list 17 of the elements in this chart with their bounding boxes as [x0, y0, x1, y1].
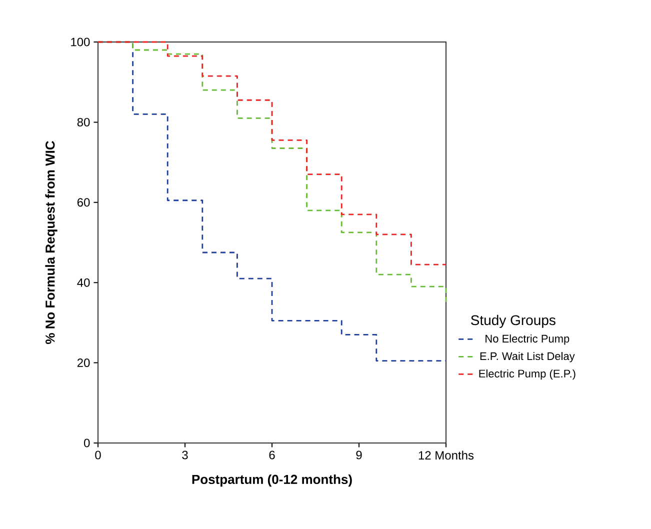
x-tick-label: 9	[356, 450, 362, 460]
x-axis-title: Postpartum (0-12 months)	[192, 474, 352, 487]
x-tick-label: 12 Months	[418, 450, 474, 460]
y-axis-title: % No Formula Request from WIC	[45, 141, 58, 344]
y-tick-label: 60	[77, 198, 90, 207]
x-tick-label: 3	[182, 450, 188, 460]
y-tick-label: 80	[77, 118, 90, 126]
y-tick-label: 0	[84, 438, 90, 448]
legend-label: E.P. Wait List Delay	[480, 352, 575, 362]
legend-title: Study Groups	[471, 314, 556, 328]
x-tick-label: 6	[269, 450, 275, 460]
legend-label: No Electric Pump	[486, 334, 570, 345]
y-tick-label: 20	[77, 358, 90, 368]
y-tick-label: 40	[77, 278, 90, 287]
legend-label: Electric Pump (E.P.)	[479, 369, 576, 380]
y-tick-label: 100	[71, 38, 90, 46]
x-tick-label: 0	[95, 450, 101, 460]
